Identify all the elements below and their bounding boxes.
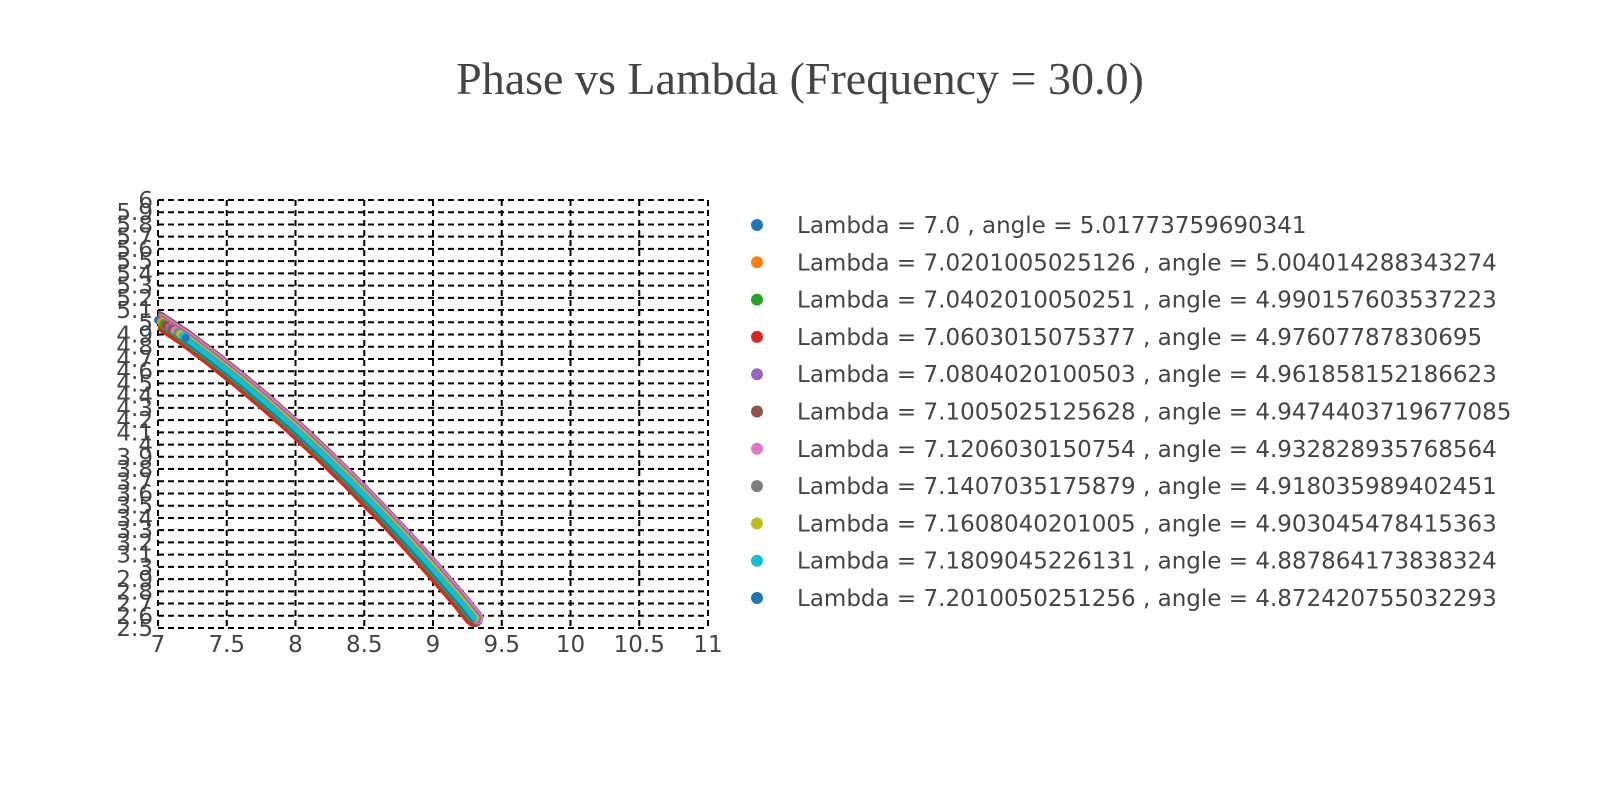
legend-label: Lambda = 7.0804020100503 , angle = 4.961… [797,362,1497,388]
x-tick-label: 7.5 [208,632,245,658]
legend-item[interactable]: Lambda = 7.1608040201005 , angle = 4.903… [751,511,1497,537]
y-tick-label: 4.4 [116,384,153,410]
legend-marker [751,480,763,493]
x-tick-label: 11 [693,632,722,658]
legend-item[interactable]: Lambda = 7.0804020100503 , angle = 4.961… [751,362,1497,388]
legend-item[interactable]: Lambda = 7.0402010050251 , angle = 4.990… [751,288,1497,314]
x-tick-label: 9.5 [483,632,520,658]
legend-item[interactable]: Lambda = 7.0603015075377 , angle = 4.976… [751,325,1482,351]
y-tick-label: 5.9 [116,200,153,226]
legend-label: Lambda = 7.0402010050251 , angle = 4.990… [797,288,1497,314]
y-tick-label: 5.5 [116,249,153,275]
legend-marker [751,592,763,604]
y-tick-label: 3.6 [116,481,153,507]
y-tick-label: 4.1 [116,420,153,446]
data-points [154,316,190,342]
legend-label: Lambda = 7.2010050251256 , angle = 4.872… [797,586,1497,612]
legend-label: Lambda = 7.0603015075377 , angle = 4.976… [797,325,1482,351]
legend-item[interactable]: Lambda = 7.1809045226131 , angle = 4.887… [751,549,1497,575]
y-tick-label: 2.9 [116,567,153,593]
legend-label: Lambda = 7.1608040201005 , angle = 4.903… [797,511,1497,537]
legend-marker [751,405,763,418]
trend-lines [158,310,484,628]
y-tick-label: 3.2 [116,530,153,556]
y-tick-label: 6 [138,188,153,214]
x-tick-label: 10.5 [614,632,665,658]
y-tick-label: 2.5 [116,616,153,642]
y-tick-label: 4.8 [116,335,153,361]
legend-item[interactable]: Lambda = 7.1206030150754 , angle = 4.932… [751,437,1497,463]
legend-marker [751,330,763,343]
legend-label: Lambda = 7.1407035175879 , angle = 4.918… [797,474,1497,500]
legend-marker [751,256,763,269]
y-tick-label: 5.7 [116,225,153,251]
legend-item[interactable]: Lambda = 7.0 , angle = 5.01773759690341 [751,213,1307,239]
legend-marker [751,517,763,530]
legend-label: Lambda = 7.0201005025126 , angle = 5.004… [797,250,1497,276]
x-tick-label: 10 [556,632,585,658]
legend-item[interactable]: Lambda = 7.1407035175879 , angle = 4.918… [751,474,1497,500]
legend-label: Lambda = 7.1005025125628 , angle = 4.947… [797,400,1511,426]
legend-marker [751,554,763,567]
y-tick-label: 2.6 [116,604,153,630]
data-point [181,333,190,342]
y-tick-label: 4 [138,433,153,459]
x-axis-ticks: 7 7.5 8 8.5 9 9.5 10 10.5 11 [151,632,723,658]
legend-item[interactable]: Lambda = 7.0201005025126 , angle = 5.004… [751,250,1497,276]
y-tick-label: 5.1 [116,298,153,324]
y-tick-label: 3.5 [116,494,153,520]
y-tick-label: 4.5 [116,371,153,397]
y-tick-label: 2.8 [116,579,153,605]
y-tick-label: 3 [138,555,153,581]
y-tick-label: 5.8 [116,212,153,238]
y-tick-label: 3.4 [116,506,153,532]
y-tick-label: 5.4 [116,261,153,287]
y-axis-ticks: 2.52.62.72.82.933.13.23.33.43.53.63.73.8… [116,188,153,642]
legend-item[interactable]: Lambda = 7.2010050251256 , angle = 4.872… [751,586,1497,612]
legend-item[interactable]: Lambda = 7.1005025125628 , angle = 4.947… [751,400,1511,426]
y-tick-label: 3.9 [116,445,153,471]
y-tick-label: 4.3 [116,396,153,422]
grid [157,199,709,629]
x-tick-label: 7 [151,632,166,658]
legend-marker [751,368,763,381]
y-tick-label: 3.7 [116,469,153,495]
y-tick-label: 3.1 [116,543,153,569]
legend[interactable]: Lambda = 7.0 , angle = 5.01773759690341 L… [751,213,1511,612]
y-tick-label: 4.9 [116,323,153,349]
y-tick-label: 5 [138,310,153,336]
y-tick-label: 5.2 [116,286,153,312]
y-tick-label: 2.7 [116,592,153,618]
y-tick-label: 3.3 [116,518,153,544]
chart-title: Phase vs Lambda (Frequency = 30.0) [456,53,1144,104]
legend-label: Lambda = 7.1809045226131 , angle = 4.887… [797,549,1497,575]
legend-label: Lambda = 7.1206030150754 , angle = 4.932… [797,437,1497,463]
trend-band [158,317,477,621]
y-tick-label: 3.8 [116,457,153,483]
y-tick-label: 4.6 [116,359,153,385]
x-tick-label: 8.5 [346,632,383,658]
y-tick-label: 4.7 [116,347,153,373]
x-tick-label: 8 [288,632,303,658]
y-tick-label: 5.3 [116,274,153,300]
y-tick-label: 4.2 [116,408,153,434]
legend-marker [751,293,763,306]
y-tick-label: 5.6 [116,237,153,263]
legend-marker [751,219,763,231]
legend-marker [751,442,763,455]
x-tick-label: 9 [426,632,441,658]
legend-label: Lambda = 7.0 , angle = 5.01773759690341 [797,213,1307,239]
